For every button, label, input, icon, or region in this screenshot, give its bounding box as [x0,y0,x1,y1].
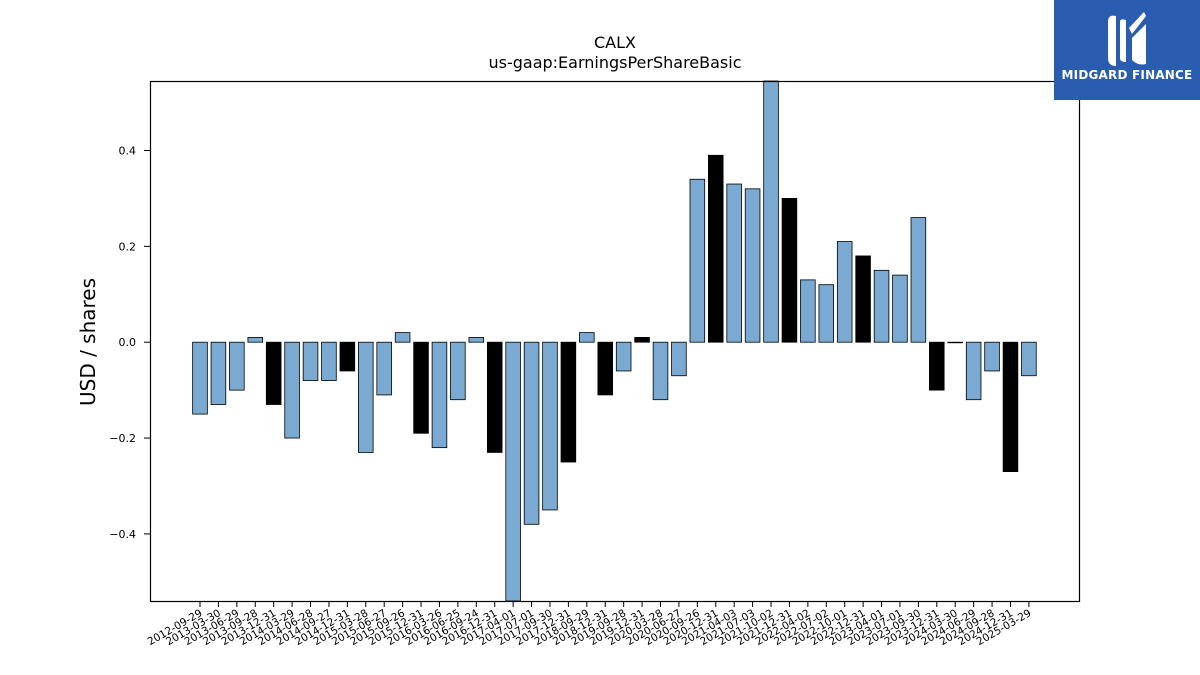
midgard-logo-icon [1108,12,1146,67]
bar [744,188,761,343]
bar [505,341,521,602]
bar [523,341,540,525]
y-axis-label: USD / shares [76,278,100,406]
bar [984,341,1000,372]
bar [192,341,208,415]
bar [247,337,264,343]
bar [708,154,724,343]
bar [321,341,337,381]
bar [800,279,816,343]
chart-title: CALX [594,33,636,52]
y-tick-label: −0.2 [109,432,136,445]
bar [376,341,392,396]
bar [579,332,595,343]
bar [781,198,798,343]
bar [947,341,963,344]
y-tick-label: 0.4 [119,144,137,157]
brand-logo: MIDGARD FINANCE [1054,0,1200,100]
bar [302,341,319,381]
bar [855,255,871,343]
bar [689,178,706,343]
bar [929,341,945,391]
plot-frame [149,80,1081,603]
y-tick-label: 0.2 [119,240,137,253]
bar [965,341,982,401]
bar [431,341,448,449]
chart-subtitle: us-gaap:EarningsPerShareBasic [488,53,741,72]
bar [615,341,632,372]
bar [836,241,853,343]
bar [1021,341,1037,377]
bar [450,341,466,401]
brand-name: MIDGARD FINANCE [1061,68,1193,82]
bar [358,341,374,453]
bar [229,341,245,391]
bar [892,274,908,343]
y-tick-label: −0.4 [109,528,136,541]
bar [284,341,300,439]
bar [671,341,687,377]
bar [597,341,613,396]
bars-layer [192,80,1037,602]
bar [634,337,650,343]
bar [413,341,429,434]
y-tick-label: 0.0 [119,336,137,349]
bar [763,80,779,343]
y-axis: −0.4 −0.2 0.0 0.2 0.4 [109,144,150,541]
bar [265,341,282,405]
bar [486,341,503,453]
bar [560,341,577,463]
bar [210,341,227,405]
bar [818,284,835,343]
bar [542,341,558,511]
x-axis: 2012-09-292013-03-302013-06-292013-09-28… [146,601,1033,648]
bar [468,337,485,343]
bar [873,269,890,343]
bar [652,341,669,401]
bar [910,217,927,343]
bar [1002,341,1019,473]
bar [394,332,411,343]
bar [726,183,742,343]
bar [339,341,356,372]
